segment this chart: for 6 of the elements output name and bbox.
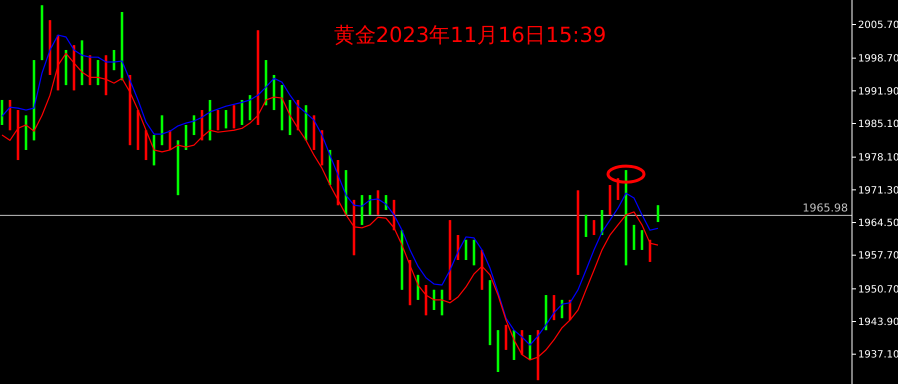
- candlestick: [640, 230, 644, 250]
- ref-line-label: 1965.98: [802, 201, 848, 214]
- candlestick: [656, 204, 660, 223]
- candlestick: [592, 220, 596, 236]
- text: 黄金2023年11月16日15:39: [334, 23, 606, 47]
- candlestick: [584, 214, 588, 238]
